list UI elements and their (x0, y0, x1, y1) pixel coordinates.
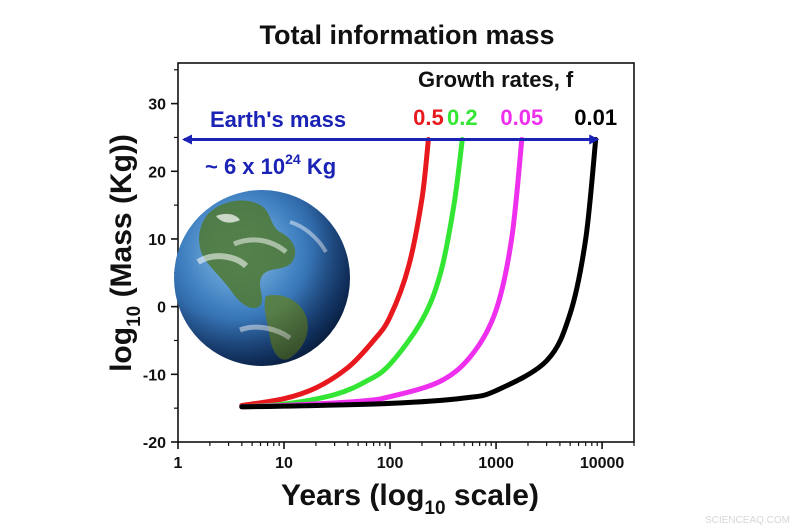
earth-mass-value: ~ 6 x 1024 Kg (205, 151, 336, 179)
y-tick-label: 20 (148, 164, 166, 181)
watermark: SCIENCEAQ.COM (705, 515, 790, 526)
legend-item-0.05: 0.05 (500, 105, 543, 130)
chart-title: Total information mass (259, 20, 554, 50)
y-tick-label: 10 (148, 232, 166, 249)
legend-item-0.5: 0.5 (413, 105, 444, 130)
earth-mass-label: Earth's mass (210, 107, 346, 132)
x-tick-label: 1 (174, 455, 183, 472)
legend-item-0.2: 0.2 (447, 105, 478, 130)
series-group (239, 137, 599, 410)
x-tick-label: 10000 (580, 455, 625, 472)
series-line-0.5 (239, 137, 431, 408)
x-tick-label: 10 (275, 455, 293, 472)
x-axis-label: Years (log10 scale) (281, 479, 539, 519)
x-tick-label: 1000 (478, 455, 514, 472)
y-tick-label: -10 (143, 367, 166, 384)
y-tick-label: 30 (148, 97, 166, 114)
series-line-0.01 (239, 137, 599, 410)
legend-item-0.01: 0.01 (574, 105, 617, 130)
y-tick-label: 0 (157, 300, 166, 317)
y-tick-label: -20 (143, 435, 166, 452)
earth-globe-image (174, 190, 350, 366)
y-axis-label: log10 (Mass (Kg)) (105, 134, 145, 372)
legend: 0.5 0.2 0.05 0.01 (413, 105, 617, 130)
series-line-0.2 (239, 137, 465, 410)
x-tick-label: 100 (377, 455, 404, 472)
legend-title: Growth rates, f (418, 67, 574, 92)
axis-ticks: 1 10 100 1000 10000 -20 -10 0 10 20 30 (143, 69, 635, 472)
